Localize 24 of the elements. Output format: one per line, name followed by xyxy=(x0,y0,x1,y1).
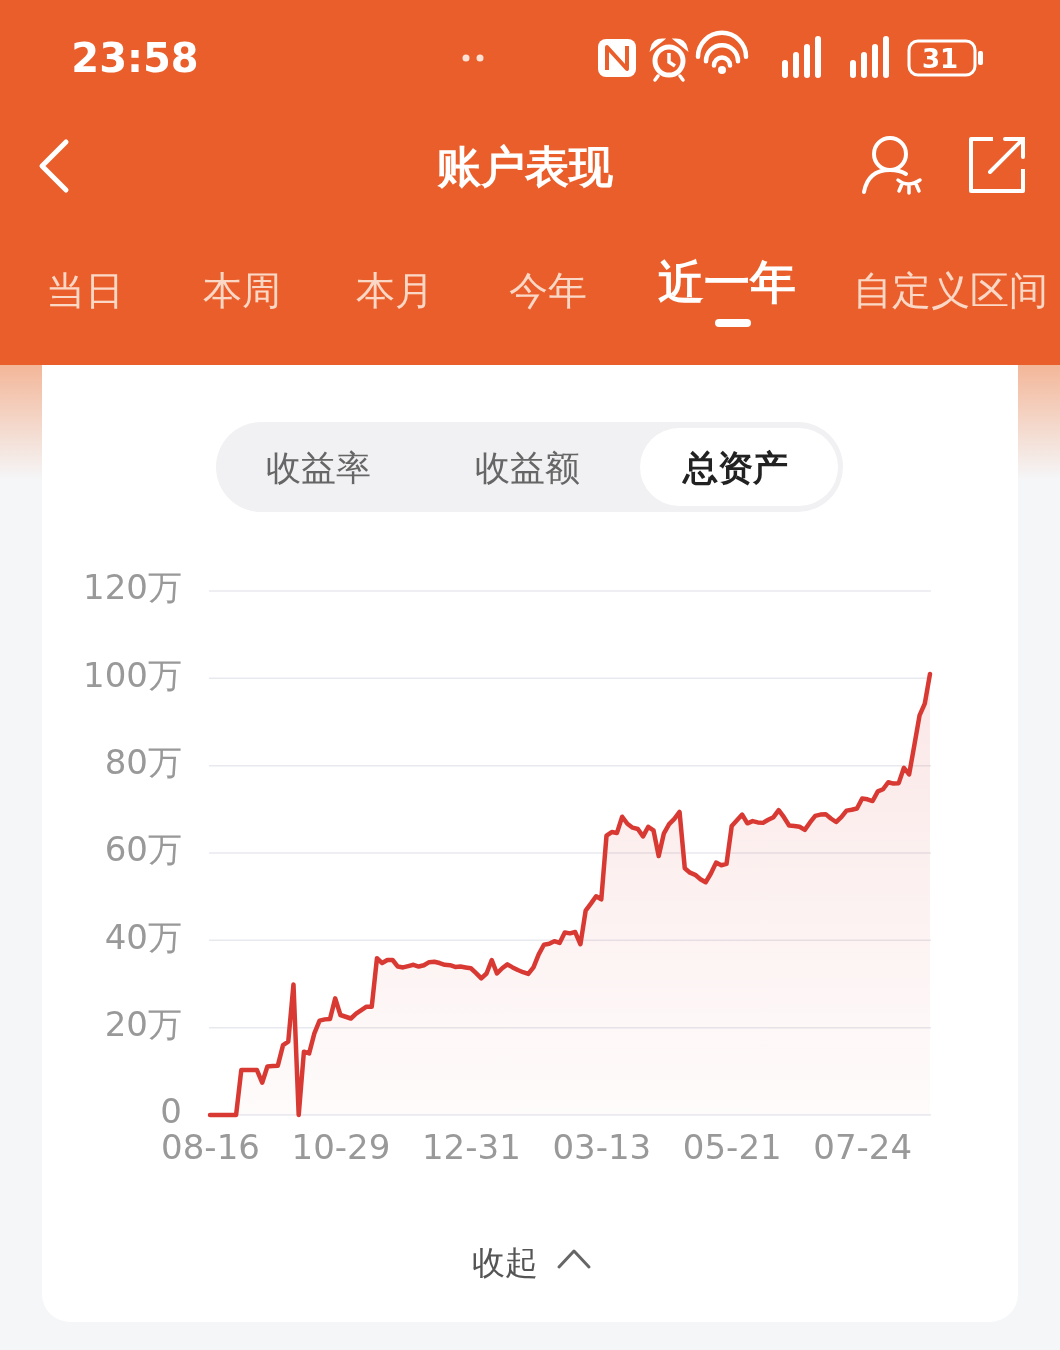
y-tick-label: 20万 xyxy=(104,1004,182,1045)
text: 收益额 xyxy=(474,448,580,488)
x-tick-label: 07-24 xyxy=(813,1127,913,1168)
text: 本月 xyxy=(356,267,434,313)
text: 23:58 xyxy=(71,35,199,81)
text: 今年 xyxy=(509,267,587,313)
y-tick-label: 60万 xyxy=(104,829,182,870)
x-tick-label: 05-21 xyxy=(682,1127,782,1168)
y-tick-label: 100万 xyxy=(83,654,182,695)
text: 收益率 xyxy=(265,448,371,488)
x-tick-label: 03-13 xyxy=(552,1127,652,1168)
text: 总资产 xyxy=(680,448,788,488)
text: 当日 xyxy=(46,267,124,313)
text: 收起 xyxy=(472,1242,538,1282)
text: 31 xyxy=(921,44,959,74)
x-tick-label: 12-31 xyxy=(421,1127,521,1168)
x-tick-label: 10-29 xyxy=(291,1127,391,1168)
chart-title: 账户表现 xyxy=(437,140,614,192)
y-tick-label: 40万 xyxy=(104,916,182,957)
text: 近一年 xyxy=(658,255,796,309)
y-tick-label: 80万 xyxy=(104,742,182,783)
text: 自定义区间 xyxy=(852,267,1048,313)
text: 本周 xyxy=(203,267,281,313)
y-tick-label: 120万 xyxy=(83,567,182,608)
